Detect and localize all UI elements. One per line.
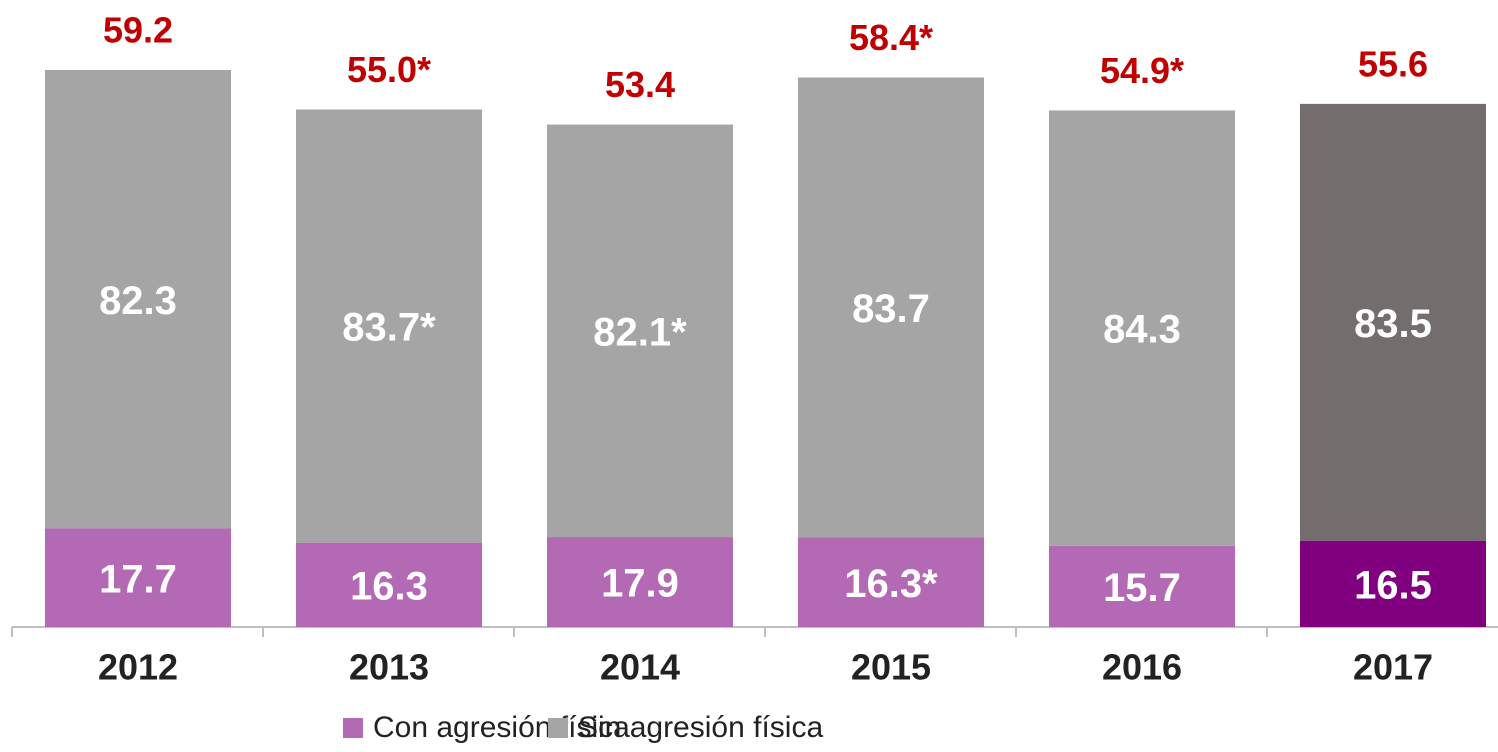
legend-label: Con agresión física — [373, 711, 630, 744]
bar-segment — [45, 528, 231, 627]
segment-label: 83.5 — [1354, 302, 1432, 346]
x-tick-label: 2017 — [1353, 647, 1433, 688]
x-tick-label: 2016 — [1102, 647, 1182, 688]
total-label: 53.4 — [605, 64, 675, 105]
bar-segment — [1049, 110, 1235, 546]
bar-segment — [798, 77, 984, 538]
x-tick-label: 2015 — [851, 647, 931, 688]
segment-label: 82.3 — [99, 279, 177, 323]
segment-label: 16.3* — [844, 562, 938, 606]
segment-label: 84.3 — [1103, 308, 1181, 352]
x-tick-label: 2014 — [600, 647, 680, 688]
x-tick-label: 2013 — [349, 647, 429, 688]
bar-segment — [1300, 540, 1486, 627]
segment-label: 83.7* — [342, 306, 436, 350]
segment-label: 15.7 — [1103, 566, 1181, 610]
legend-swatch — [548, 718, 568, 738]
segment-label: 82.1* — [593, 310, 687, 354]
bar-segment — [296, 109, 482, 543]
total-label: 58.4* — [849, 17, 933, 58]
bar-segment — [547, 124, 733, 538]
legend-label: Sin agresión física — [578, 711, 823, 744]
segment-label: 16.3 — [350, 564, 428, 608]
total-label: 54.9* — [1100, 50, 1184, 91]
bar-segment — [45, 70, 231, 529]
total-label: 55.6 — [1358, 43, 1428, 84]
legend-swatch — [343, 718, 363, 738]
bar-segment — [1049, 545, 1235, 627]
bar-segment — [798, 537, 984, 627]
bar-segment — [1300, 103, 1486, 541]
segment-label: 17.9 — [601, 562, 679, 606]
total-label: 55.0* — [347, 49, 431, 90]
segment-label: 16.5 — [1354, 563, 1432, 607]
bar-segment — [547, 537, 733, 627]
x-tick-label: 2012 — [98, 647, 178, 688]
segment-label: 17.7 — [99, 557, 177, 601]
segment-label: 83.7 — [852, 287, 930, 331]
bar-segment — [296, 542, 482, 627]
total-label: 59.2 — [103, 10, 173, 51]
